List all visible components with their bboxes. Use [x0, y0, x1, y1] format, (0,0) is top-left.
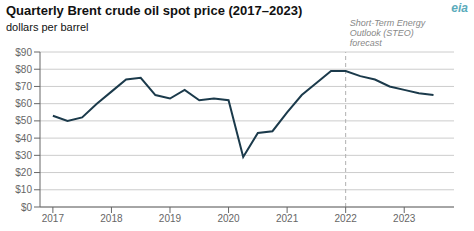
svg-text:2020: 2020: [217, 213, 240, 224]
html-text:Quarterly Brent crude oil spot: Quarterly Brent crude oil spot price (20…: [6, 3, 303, 18]
svg-text:$20: $20: [15, 167, 32, 178]
html-text:eia: eia: [451, 1, 468, 15]
svg-text:$50: $50: [15, 115, 32, 126]
svg-text:$40: $40: [15, 133, 32, 144]
svg-text:2019: 2019: [159, 213, 182, 224]
svg-text:2018: 2018: [100, 213, 123, 224]
svg-text:$70: $70: [15, 81, 32, 92]
svg-text:2023: 2023: [393, 213, 416, 224]
svg-text:$10: $10: [15, 184, 32, 195]
svg-text:Short-Term EnergyOutlook (STEO: Short-Term EnergyOutlook (STEO)forecast: [350, 18, 426, 48]
svg-text:2017: 2017: [42, 213, 65, 224]
svg-text:$0: $0: [21, 202, 33, 213]
svg-text:$30: $30: [15, 150, 32, 161]
svg-text:2022: 2022: [335, 213, 358, 224]
html-text:dollars per barrel: dollars per barrel: [6, 21, 89, 33]
svg-text:$60: $60: [15, 98, 32, 109]
svg-text:$80: $80: [15, 64, 32, 75]
svg-text:2021: 2021: [276, 213, 299, 224]
svg-text:$90: $90: [15, 47, 32, 58]
